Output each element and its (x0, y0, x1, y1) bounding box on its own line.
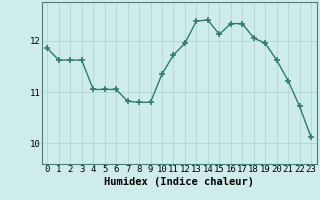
X-axis label: Humidex (Indice chaleur): Humidex (Indice chaleur) (104, 177, 254, 187)
